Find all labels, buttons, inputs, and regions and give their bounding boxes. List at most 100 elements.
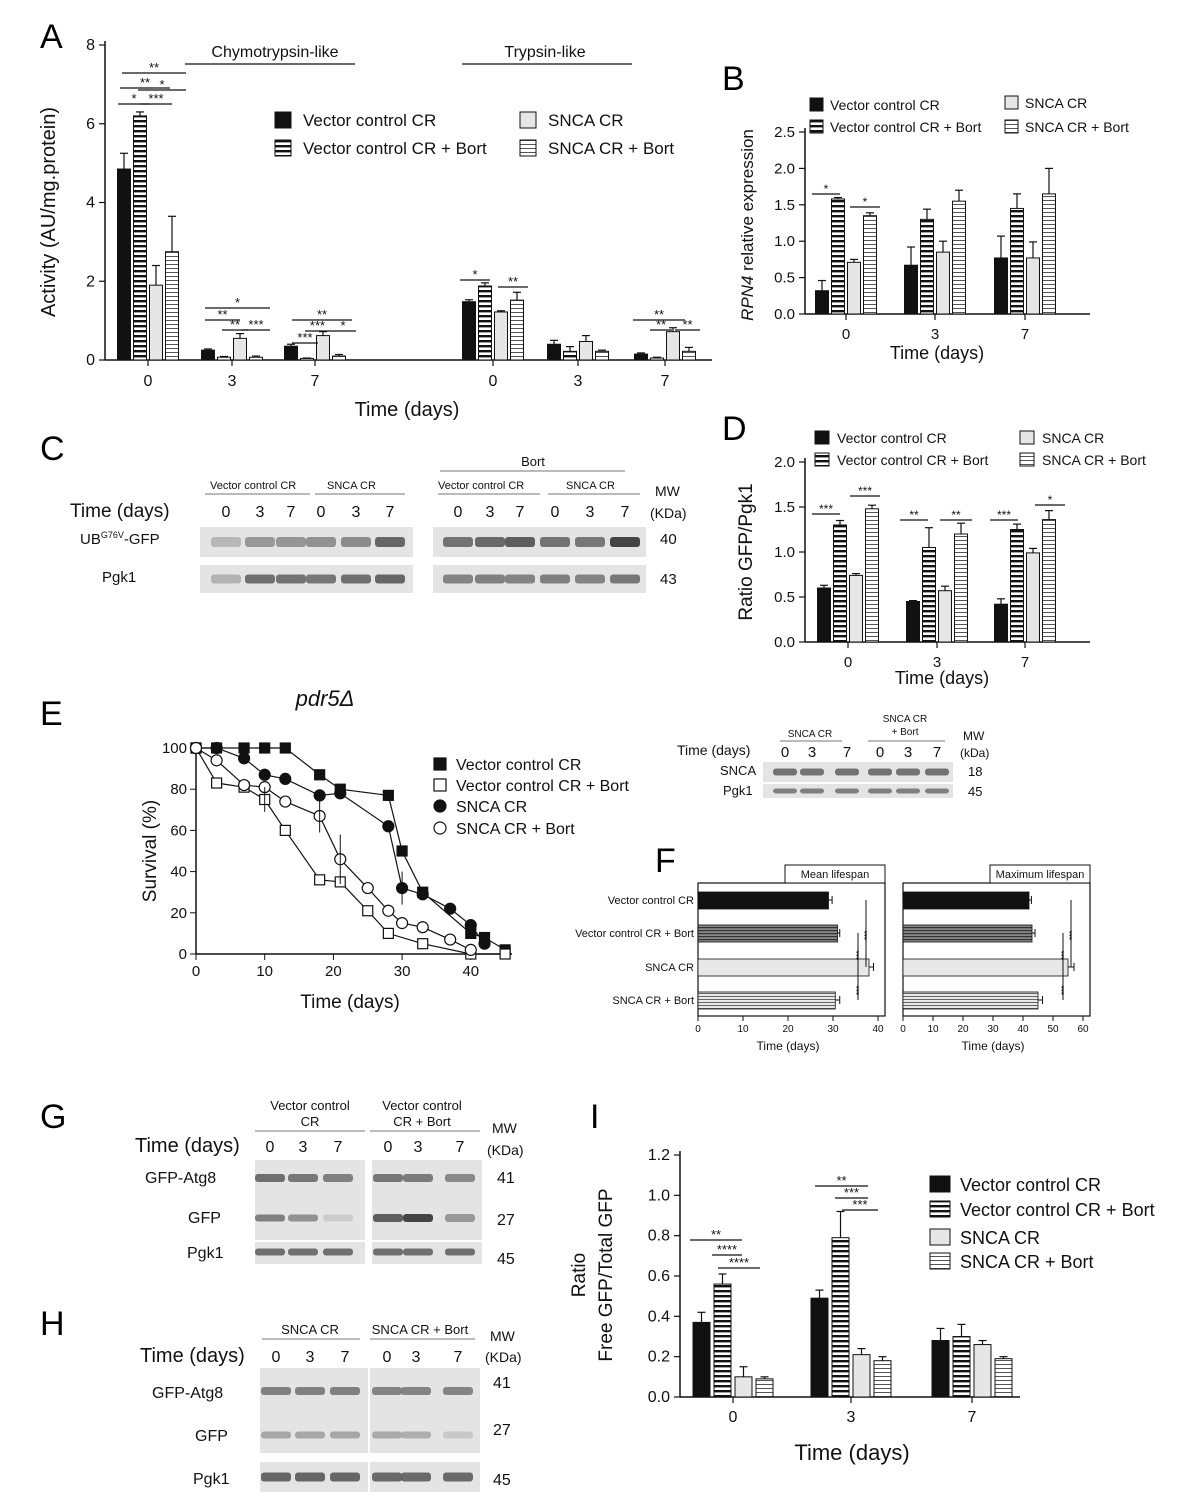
panel-c-lane-label: 7 <box>621 504 630 521</box>
panel-g-lane-label: 3 <box>414 1139 423 1156</box>
panel-e-inset-row-label-pgk1: Pgk1 <box>723 783 753 798</box>
chart-panel-a: 0 2 4 6 8 0 3 7 0 3 7 Chymotrypsin-like Trypsin-like… <box>38 37 712 421</box>
panel-g-row-label-gfp-atg8: GFP-Atg8 <box>145 1170 216 1187</box>
panel-h-lane-label: 0 <box>272 1349 281 1366</box>
panel-e-inset-lane-label: 0 <box>781 744 789 761</box>
panel-h-band <box>295 1387 325 1395</box>
panel-c-band <box>306 574 336 584</box>
panel-i-legend-swatch-vcb <box>929 1200 951 1218</box>
panel-d-x-axis-label: Time (days) <box>895 668 989 688</box>
panel-g-band <box>255 1248 285 1256</box>
panel-f-sig-label: *** <box>1060 986 1069 995</box>
panel-f-title-box <box>989 864 1091 884</box>
panel-letter-h: H <box>40 1305 65 1343</box>
panel-h-band <box>372 1387 402 1395</box>
panel-g-band <box>373 1174 403 1182</box>
panel-e-inset-blot-snca <box>763 762 953 782</box>
panel-e-legend-marker-snb <box>433 821 447 835</box>
panel-g-band <box>288 1174 318 1182</box>
panel-a-sig-label: ** <box>217 307 227 322</box>
panel-d-bar-vc <box>994 603 1008 643</box>
panel-e-point-sn <box>464 919 477 932</box>
panel-d-legend-label-vc: Vector control CR <box>837 430 947 446</box>
panel-h-band <box>372 1431 402 1439</box>
panel-b-bar-vc <box>815 290 829 315</box>
panel-c-band <box>375 537 405 547</box>
panel-e-inset-mw-unit: (kDa) <box>960 746 989 760</box>
panel-h-band <box>401 1387 431 1395</box>
chart-panel-i: 0.0 0.2 0.4 0.6 0.8 1.0 1.2 0 3 7 Ratio Free GFP/To… <box>569 1147 1155 1465</box>
panel-c-band <box>505 574 535 584</box>
panel-i-bar-sn <box>973 1344 992 1398</box>
panel-i-bar-vcb <box>831 1237 850 1398</box>
panel-e-point-sn <box>478 937 491 950</box>
panel-g-band <box>323 1214 353 1222</box>
panel-h-header-snca: SNCA CR <box>281 1322 339 1337</box>
panel-c-band <box>475 574 505 584</box>
panel-h-band <box>330 1472 360 1482</box>
panel-c-lane-label: 3 <box>352 504 361 521</box>
panel-a-sig-label: * <box>159 77 164 92</box>
panel-a-bar-vcb <box>133 115 147 361</box>
panel-e-x-axis-label: Time (days) <box>300 992 400 1013</box>
panel-i-y-tick-label: 0.0 <box>648 1389 670 1406</box>
panel-i-legend-label-snb: SNCA CR + Bort <box>960 1252 1094 1272</box>
panel-e-point-snb <box>279 795 292 808</box>
panel-b-bar-vcb <box>1010 207 1024 315</box>
panel-e-inset-band <box>773 768 797 776</box>
panel-e-point-vcb <box>362 905 374 917</box>
panel-d-bar-snb <box>1042 519 1056 643</box>
panel-a-x-tick-label: 0 <box>144 373 153 390</box>
panel-c-mw-value: 43 <box>660 571 677 588</box>
panel-i-x-axis-label: Time (days) <box>794 1440 909 1465</box>
panel-d-y-tick-label: 0.0 <box>774 634 795 651</box>
panel-d-sig-label: ** <box>909 508 919 522</box>
panel-f-subplot-title: Maximum lifespan <box>996 869 1085 881</box>
panel-e-point-snb <box>361 881 374 895</box>
panel-c-band <box>540 537 570 547</box>
panel-e-y-tick-label: 80 <box>170 781 187 798</box>
panel-c-blot-ub <box>200 527 413 557</box>
panel-a-bar-vc <box>634 353 648 361</box>
panel-f-x-tick-label: 40 <box>872 1024 884 1035</box>
panel-g-blot-right <box>372 1160 482 1240</box>
panel-f-category-label: Vector control CR <box>608 895 694 907</box>
panel-a-group-label-chymotrypsin: Chymotrypsin-like <box>211 44 338 61</box>
panel-b-bar-snb <box>863 215 877 315</box>
panel-g-row-label-gfp: GFP <box>188 1210 221 1227</box>
panel-e-point-vcb <box>417 938 429 950</box>
panel-e-inset-lane-label: 7 <box>843 744 851 761</box>
panel-b-bar-snb <box>952 200 966 315</box>
panel-c-band <box>443 574 473 584</box>
panel-c-band <box>276 537 306 547</box>
panel-h-lane-label: 3 <box>306 1349 315 1366</box>
panel-e-inset-lane-label: 7 <box>933 744 941 761</box>
panel-b-bar-snb <box>1042 193 1056 315</box>
panel-f-subplot-title: Mean lifespan <box>801 869 870 881</box>
panel-b-x-tick-label: 7 <box>1021 326 1029 343</box>
panel-g-header-cr: CR <box>301 1114 320 1129</box>
panel-a-x-tick-label: 7 <box>311 373 320 390</box>
panel-e-inset-band <box>896 768 920 776</box>
panel-g-blot-right-membrane <box>372 1160 482 1240</box>
panel-c-row-label-ub: UBG76V-GFP <box>80 530 160 548</box>
panel-e-line-snb <box>195 747 472 951</box>
panel-d-x-tick-label: 3 <box>933 654 941 671</box>
panel-a-bar-vc <box>547 343 561 361</box>
panel-i-y-tick-label: 1.2 <box>648 1147 670 1164</box>
panel-h-band <box>330 1431 360 1439</box>
panel-e-point-vc <box>396 845 408 857</box>
panel-a-sig-label: ** <box>656 317 666 332</box>
panel-h-time-label: Time (days) <box>140 1345 245 1367</box>
panel-b-y-tick-label: 2.5 <box>774 124 795 141</box>
panel-c-mw-label: MW <box>655 483 681 499</box>
panel-c-lane-label: 3 <box>256 504 265 521</box>
panel-f-sig-label: *** <box>863 931 872 940</box>
panel-f-sig-label: *** <box>1068 931 1077 940</box>
panel-e-legend-marker-sn <box>433 799 447 813</box>
panel-b-legend-label-snb: SNCA CR + Bort <box>1025 119 1129 135</box>
panel-i-legend-label-sn: SNCA CR <box>960 1228 1040 1248</box>
panel-a-y-axis-label: Activity (AU/mg.protein) <box>38 107 60 317</box>
panel-f-x-tick-label: 40 <box>1017 1024 1029 1035</box>
